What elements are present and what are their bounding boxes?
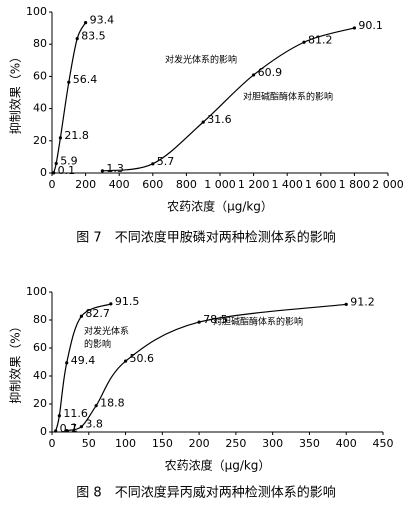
y-tick-label: 80: [33, 37, 47, 50]
data-point: [79, 314, 84, 318]
data-point: [57, 414, 61, 418]
data-label: 81.2: [308, 33, 333, 46]
data-point: [302, 40, 306, 44]
data-point: [201, 120, 205, 124]
data-point: [352, 26, 356, 30]
data-point: [151, 162, 155, 166]
series-label: 对发光体系的影响: [165, 54, 237, 66]
data-label: 49.4: [71, 354, 96, 367]
x-tick-label: 400: [109, 178, 130, 191]
x-tick-label: 800: [176, 178, 197, 191]
data-point: [252, 73, 256, 77]
series-line: [102, 27, 355, 172]
data-label: 93.4: [90, 14, 115, 27]
data-point: [123, 359, 128, 363]
x-axis-label: 农药浓度（μg/kg）: [167, 199, 273, 214]
data-label: 5.7: [157, 155, 175, 168]
data-label: 21.8: [64, 129, 89, 142]
x-tick-label: 1 800: [339, 178, 371, 191]
data-point: [58, 136, 63, 140]
data-label: 0.1: [58, 164, 76, 177]
y-tick-label: 20: [33, 397, 47, 410]
data-label: 78.5: [203, 313, 228, 326]
data-point: [65, 361, 69, 365]
x-tick-label: 1 000: [204, 178, 236, 191]
y-tick-label: 0: [40, 425, 47, 438]
data-point: [84, 21, 88, 25]
data-label: 91.5: [115, 295, 140, 308]
x-tick-label: 0: [49, 178, 56, 191]
data-label: 90.1: [358, 19, 383, 32]
y-tick-label: 80: [33, 313, 47, 326]
data-label: 56.4: [73, 73, 98, 86]
y-tick-label: 40: [33, 369, 47, 382]
caption: 图 7 不同浓度甲胺磷对两种检测体系的影响: [76, 230, 335, 246]
x-tick-label: 2 000: [372, 178, 404, 191]
x-tick-label: 100: [115, 437, 136, 450]
y-axis-label: 抑制效果（%）: [8, 51, 23, 134]
y-tick-label: 60: [33, 341, 47, 354]
data-point: [52, 171, 56, 175]
y-tick-label: 0: [40, 166, 47, 179]
y-axis-label: 抑制效果（%）: [8, 320, 23, 403]
x-tick-label: 250: [225, 437, 246, 450]
data-point: [65, 429, 69, 433]
data-label: 50.6: [130, 352, 155, 365]
x-tick-label: 0: [49, 437, 56, 450]
x-tick-label: 350: [299, 437, 320, 450]
data-point: [67, 80, 71, 84]
series-label: 对胆碱酯酶体系的影响: [243, 91, 333, 103]
data-label: 31.6: [207, 113, 232, 126]
series-line: [53, 22, 87, 174]
x-tick-label: 600: [142, 178, 163, 191]
data-label: 83.5: [81, 30, 106, 43]
x-axis-label: 农药浓度（μg/kg）: [165, 458, 271, 473]
data-point: [75, 36, 79, 41]
data-label: 1: [71, 422, 78, 435]
y-tick-label: 100: [26, 285, 47, 298]
x-tick-label: 450: [373, 437, 394, 450]
y-tick-label: 20: [33, 134, 47, 147]
y-tick-label: 100: [26, 5, 47, 18]
data-point: [54, 161, 58, 166]
data-label: 11.6: [63, 407, 88, 420]
data-label: 91.2: [350, 295, 375, 308]
data-point: [94, 404, 98, 408]
data-point: [344, 302, 348, 306]
data-point: [197, 320, 201, 324]
data-label: 82.7: [85, 307, 110, 320]
x-tick-label: 50: [82, 437, 96, 450]
y-tick-label: 60: [33, 69, 47, 82]
series-label: 对胆碱酯酶体系的影响: [213, 316, 303, 328]
x-tick-label: 300: [262, 437, 283, 450]
data-label: 5.9: [60, 155, 77, 168]
series-label: 对发光体系的影响: [84, 327, 130, 350]
data-label: 18.8: [100, 397, 125, 410]
data-point: [100, 169, 104, 173]
data-point: [79, 425, 84, 429]
data-point: [109, 302, 113, 306]
x-tick-label: 1 600: [305, 178, 337, 191]
data-label: 3.8: [85, 418, 103, 431]
data-point: [54, 429, 58, 433]
x-tick-label: 400: [336, 437, 357, 450]
x-tick-label: 1 400: [271, 178, 303, 191]
y-tick-label: 40: [33, 102, 47, 115]
x-tick-label: 200: [75, 178, 96, 191]
data-label: 0.7: [60, 422, 78, 435]
data-label: 1.3: [106, 162, 124, 175]
x-tick-label: 150: [152, 437, 173, 450]
x-tick-label: 1 200: [238, 178, 270, 191]
data-label: 60.9: [258, 66, 283, 79]
x-tick-label: 200: [189, 437, 210, 450]
caption: 图 8 不同浓度异丙威对两种检测体系的影响: [76, 485, 335, 501]
